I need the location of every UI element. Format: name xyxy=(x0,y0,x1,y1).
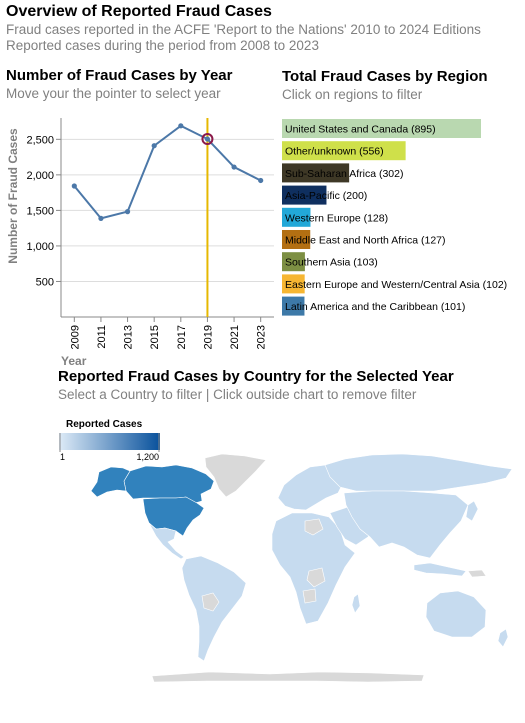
map-subtitle: Select a Country to filter | Click outsi… xyxy=(58,387,417,402)
line-chart-title: Number of Fraud Cases by Year xyxy=(6,67,233,84)
data-point[interactable] xyxy=(178,123,184,129)
bar-chart[interactable]: United States and Canada (895) Other/unkn… xyxy=(280,112,520,322)
country-mexico-central-america[interactable] xyxy=(148,522,185,560)
legend-min-label: 1 xyxy=(60,452,65,462)
x-tick-label: 2017 xyxy=(176,325,188,349)
page-subtitle-period: Reported cases during the period from 20… xyxy=(6,38,319,53)
line-chart-subtitle: Move your the pointer to select year xyxy=(6,86,221,101)
bar-label[interactable]: Eastern Europe and Western/Central Asia … xyxy=(285,279,507,291)
world-map[interactable]: Reported Cases 1 1,200 xyxy=(0,405,525,723)
map-title: Reported Fraud Cases by Country for the … xyxy=(58,368,454,385)
country-greenland[interactable] xyxy=(204,453,267,498)
bar-region[interactable] xyxy=(282,296,305,316)
bar-label[interactable]: Sub-Saharan Africa (302) xyxy=(285,168,403,180)
country-papua-new-guinea[interactable] xyxy=(467,569,487,578)
x-tick-label: 2013 xyxy=(123,325,135,349)
country-australia[interactable] xyxy=(425,590,487,638)
y-tick-label: 1,000 xyxy=(26,241,54,253)
bar-label[interactable]: Southern Asia (103) xyxy=(285,257,378,269)
x-tick-label: 2015 xyxy=(149,325,161,349)
data-point[interactable] xyxy=(71,183,77,189)
data-point[interactable] xyxy=(124,209,131,215)
country-alaska[interactable] xyxy=(90,466,131,498)
fraud-cases-line xyxy=(73,124,262,220)
legend-max-label: 1,200 xyxy=(136,452,159,462)
country-bolivia[interactable] xyxy=(201,592,220,612)
x-tick-label: 2011 xyxy=(96,325,108,349)
x-tick-label: 2023 xyxy=(256,325,268,349)
y-tick-label: 2,000 xyxy=(26,170,54,182)
bar-region[interactable] xyxy=(282,252,305,272)
country-africa[interactable] xyxy=(271,512,356,625)
bar-chart-bars[interactable]: United States and Canada (895) Other/unkn… xyxy=(282,119,507,316)
country-antarctica[interactable] xyxy=(151,671,425,683)
x-tick-label: 2009 xyxy=(69,325,81,349)
page-title: Overview of Reported Fraud Cases xyxy=(6,3,272,20)
bar-label[interactable]: Asia-Pacific (200) xyxy=(285,190,367,202)
selected-point-highlight[interactable] xyxy=(201,133,214,146)
data-point[interactable] xyxy=(151,143,157,149)
country-asia[interactable] xyxy=(343,490,469,559)
bar-region[interactable] xyxy=(282,141,406,161)
line-chart[interactable]: 500 1,000 1,500 2,000 2,500 2009 2011 2013 2015 2… xyxy=(0,108,280,370)
x-tick-label: 2021 xyxy=(229,325,241,349)
country-drc[interactable] xyxy=(306,567,326,588)
country-angola[interactable] xyxy=(302,588,317,604)
line-chart-grid xyxy=(61,138,274,282)
data-point[interactable] xyxy=(98,215,104,221)
y-tick-label: 500 xyxy=(36,276,54,288)
bar-region[interactable] xyxy=(282,207,311,227)
bar-label[interactable]: United States and Canada (895) xyxy=(285,124,436,136)
country-indonesia[interactable] xyxy=(413,562,467,577)
data-point[interactable] xyxy=(204,136,211,142)
data-point[interactable] xyxy=(231,164,237,170)
bar-region[interactable] xyxy=(282,119,481,138)
bar-chart-title: Total Fraud Cases by Region xyxy=(282,68,488,85)
bar-region[interactable] xyxy=(282,163,350,183)
country-madagascar[interactable] xyxy=(351,593,361,614)
bar-chart-subtitle: Click on regions to filter xyxy=(282,87,423,102)
line-chart-marks[interactable] xyxy=(71,118,264,317)
x-tick-label: 2019 xyxy=(202,325,214,349)
legend-gradient xyxy=(59,433,160,450)
bar-region[interactable] xyxy=(282,230,311,249)
country-libya[interactable] xyxy=(304,518,324,536)
legend-title: Reported Cases xyxy=(66,419,143,430)
y-tick-label: 2,500 xyxy=(26,134,54,146)
bar-label[interactable]: Other/unknown (556) xyxy=(285,146,384,158)
y-axis-title: Number of Fraud Cases xyxy=(6,128,20,264)
map-countries[interactable] xyxy=(90,453,513,683)
x-axis-title: Year xyxy=(61,354,87,368)
y-tick-label: 1,500 xyxy=(26,205,54,217)
bar-label[interactable]: Latin America and the Caribbean (101) xyxy=(285,301,465,313)
bar-label[interactable]: Middle East and North Africa (127) xyxy=(285,235,446,247)
data-point[interactable] xyxy=(258,177,264,184)
country-russia[interactable] xyxy=(324,453,513,492)
bar-region[interactable] xyxy=(282,185,327,205)
country-canada[interactable] xyxy=(123,464,215,504)
line-chart-axes: 500 1,000 1,500 2,000 2,500 2009 2011 2013 2015 2… xyxy=(26,118,274,349)
page-subtitle: Fraud cases reported in the ACFE 'Report… xyxy=(6,22,481,37)
country-new-zealand[interactable] xyxy=(497,628,509,648)
bar-region[interactable] xyxy=(282,274,305,294)
country-japan[interactable] xyxy=(465,500,479,522)
bar-label[interactable]: Western Europe (128) xyxy=(285,212,388,224)
